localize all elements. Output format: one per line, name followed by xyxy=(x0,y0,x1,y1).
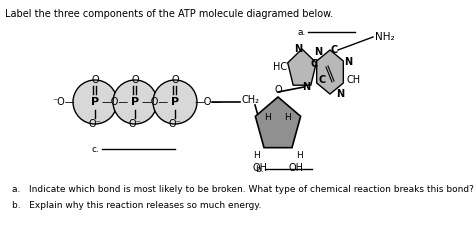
Text: H: H xyxy=(264,113,272,122)
Text: P: P xyxy=(131,97,139,107)
Polygon shape xyxy=(317,50,343,94)
Text: b.: b. xyxy=(255,164,264,173)
Text: c.: c. xyxy=(92,145,100,154)
Ellipse shape xyxy=(113,80,157,124)
Text: —O—: —O— xyxy=(101,97,128,107)
Polygon shape xyxy=(288,49,316,85)
Text: N: N xyxy=(302,82,310,92)
Text: OH: OH xyxy=(253,163,267,173)
Ellipse shape xyxy=(153,80,197,124)
Text: O: O xyxy=(274,85,282,95)
Text: CH: CH xyxy=(347,75,361,85)
Text: HC: HC xyxy=(273,62,287,72)
Text: O⁻: O⁻ xyxy=(169,119,182,129)
Text: P: P xyxy=(171,97,179,107)
Text: N: N xyxy=(344,57,352,67)
Text: O: O xyxy=(131,75,139,85)
Text: OH: OH xyxy=(289,163,303,173)
Text: H: H xyxy=(297,151,303,160)
Text: H: H xyxy=(253,151,259,160)
Text: O⁻: O⁻ xyxy=(89,119,101,129)
Ellipse shape xyxy=(73,80,117,124)
Text: NH₂: NH₂ xyxy=(375,32,395,42)
Text: a.   Indicate which bond is most likely to be broken. What type of chemical reac: a. Indicate which bond is most likely to… xyxy=(12,185,474,194)
Text: ⁻O—: ⁻O— xyxy=(52,97,74,107)
Text: b.   Explain why this reaction releases so much energy.: b. Explain why this reaction releases so… xyxy=(12,201,261,210)
Text: CH₂: CH₂ xyxy=(242,95,260,105)
Text: N: N xyxy=(314,47,322,57)
Text: N: N xyxy=(336,89,344,99)
Text: C: C xyxy=(319,75,326,85)
Text: a.: a. xyxy=(298,27,306,36)
Text: O: O xyxy=(91,75,99,85)
Text: O: O xyxy=(171,75,179,85)
Text: C: C xyxy=(310,59,318,69)
Polygon shape xyxy=(255,97,301,148)
Text: N: N xyxy=(294,44,302,54)
Text: H: H xyxy=(284,113,292,122)
Text: Label the three components of the ATP molecule diagramed below.: Label the three components of the ATP mo… xyxy=(5,9,333,19)
Text: —O—: —O— xyxy=(141,97,169,107)
Text: O⁻: O⁻ xyxy=(128,119,141,129)
Text: P: P xyxy=(91,97,99,107)
Text: —O—: —O— xyxy=(195,97,222,107)
Text: C: C xyxy=(330,45,337,55)
